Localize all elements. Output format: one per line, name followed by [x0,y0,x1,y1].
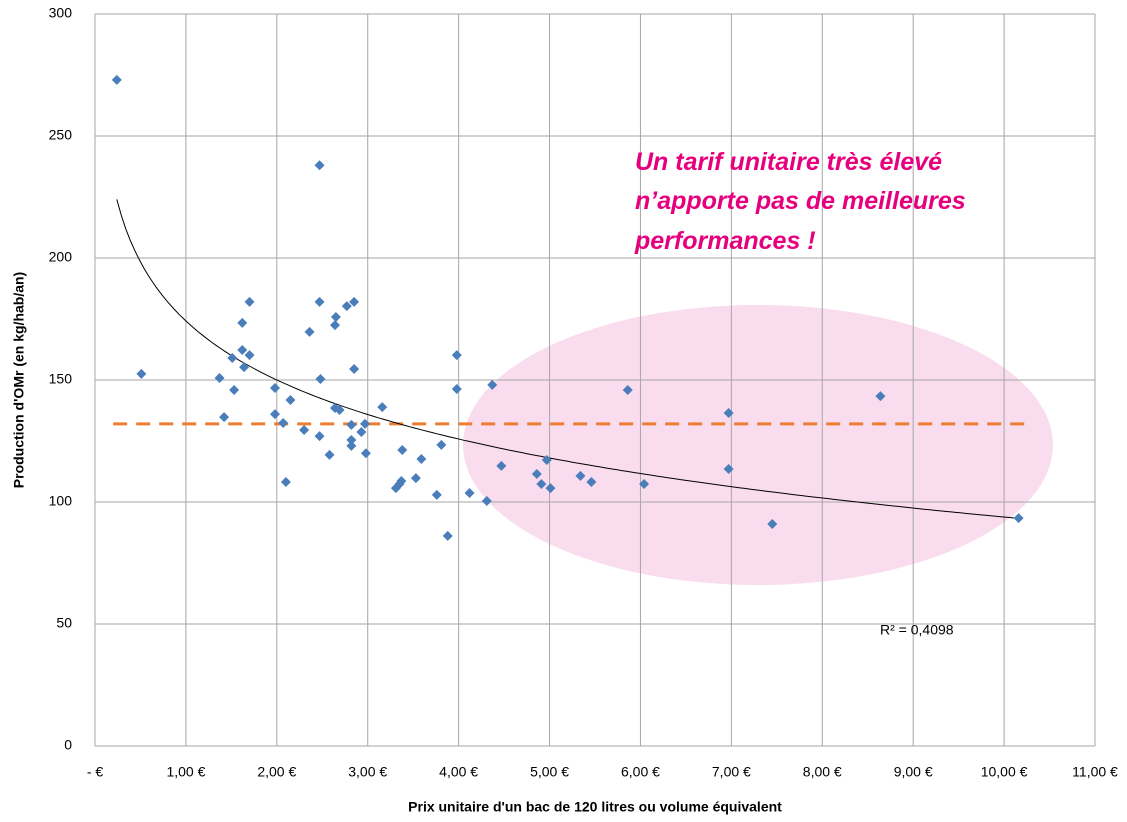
point [136,368,147,379]
point [436,439,447,450]
point [304,326,315,337]
point [229,385,240,396]
x-tick-label: 11,00 € [1072,764,1118,780]
point [541,455,552,466]
point [487,379,498,390]
point [270,409,280,420]
point [314,160,325,171]
point [227,353,238,364]
point [451,384,462,395]
x-tick-label: 9,00 € [894,764,933,780]
point [723,407,734,418]
y-tick-label: 50 [56,615,72,631]
point [314,296,325,307]
point [111,74,122,85]
point [270,383,280,394]
point [396,476,407,487]
point [531,468,542,479]
point [397,445,408,456]
point [244,296,255,307]
point [346,419,357,430]
point [237,344,248,355]
point [356,426,367,437]
point [239,362,250,373]
x-tick-label: 1,00 € [166,764,205,780]
point [315,374,326,385]
point [575,470,586,481]
point [334,405,345,416]
point [1013,513,1024,524]
x-tick-label: 2,00 € [257,764,296,780]
r2-label: R² = 0,4098 [880,622,954,638]
point [346,440,357,451]
point [324,449,335,460]
x-tick-label: 7,00 € [712,764,751,780]
point [586,476,597,487]
y-axis-label: Production d'OMr (en kg/hab/an) [11,272,27,488]
point [299,425,310,436]
point [237,317,248,328]
grid [94,13,1096,747]
point [330,320,340,331]
point [244,350,255,361]
point [410,473,421,484]
x-axis-label: Prix unitaire d'un bac de 120 litres ou … [408,799,782,815]
point [431,489,442,500]
x-tick-label: 3,00 € [348,764,387,780]
point [451,350,462,361]
point [349,364,360,375]
point [377,402,388,413]
x-tick-label: 10,00 € [981,764,1028,780]
point [285,395,296,406]
y-tick-label: 100 [49,493,73,509]
point [416,454,427,465]
point [278,417,289,428]
trendline [116,199,1019,519]
annotation: performances ! [634,227,816,255]
y-tick-label: 300 [49,5,73,21]
point [481,496,492,507]
x-tick-label: 4,00 € [439,764,478,780]
point [442,530,453,541]
point [330,312,341,323]
x-tick-label: 5,00 € [530,764,569,780]
y-tick-label: 150 [49,371,73,387]
point [767,518,778,529]
y-tick-label: 250 [49,127,73,143]
x-tick-label: 8,00 € [803,764,842,780]
x-tick-label: - € [87,764,104,780]
point [360,448,371,459]
point [360,418,370,429]
highlight-ellipse [463,305,1053,585]
point [280,476,291,487]
point [545,483,556,494]
y-tick-label: 200 [49,249,73,265]
point [349,296,360,307]
x-tick-label: 6,00 € [621,764,660,780]
point [464,487,475,498]
point [214,373,225,384]
point [314,431,325,442]
point [639,478,650,489]
y-tick-label: 0 [64,737,72,753]
point [622,385,633,396]
point [219,412,230,423]
point [496,460,507,471]
annotation: Un tarif unitaire très élevé [635,148,942,176]
point [346,435,357,446]
point [341,301,352,312]
point [723,464,734,475]
point [536,478,547,489]
point [875,391,886,402]
annotation: n’apporte pas de meilleures [635,187,966,215]
